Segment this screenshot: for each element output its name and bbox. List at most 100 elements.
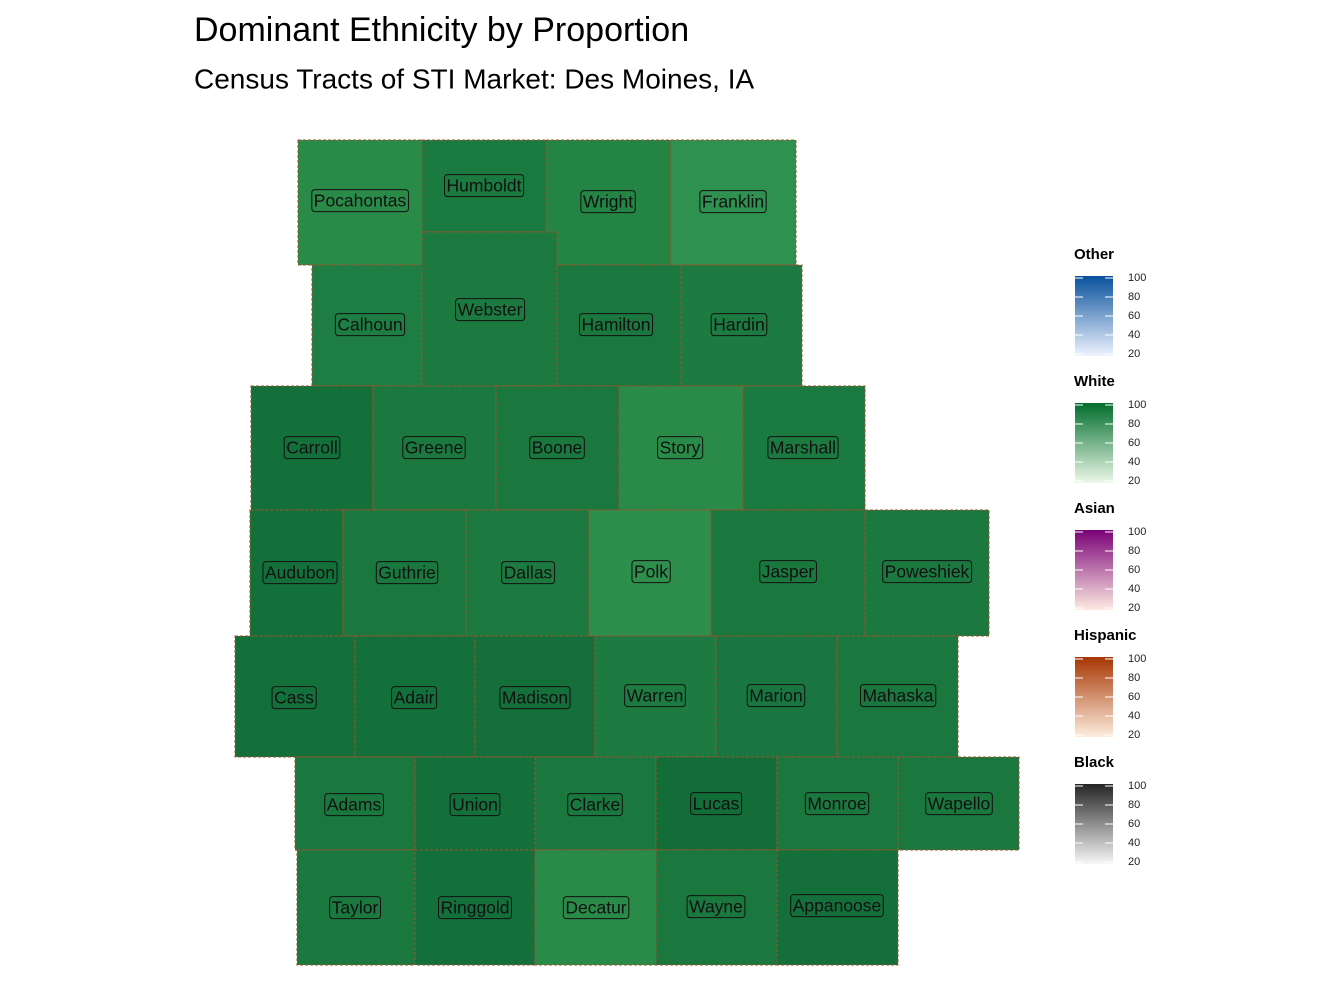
county-label: Hardin [713,315,765,335]
county [742,385,866,511]
legend-tick-label: 60 [1128,818,1140,830]
county-label-box [449,793,501,817]
county-label: Dallas [504,563,553,583]
county-label: Audubon [265,563,335,583]
county-label: Union [452,795,498,815]
county-label-box [271,686,317,710]
legend-tick-label: 60 [1128,437,1140,449]
county-label: Monroe [807,794,866,814]
county [545,139,672,266]
county-label: Humboldt [447,176,522,196]
legend-tick-label: 60 [1128,310,1140,322]
legend-tick-label: 100 [1128,272,1146,284]
county-label: Webster [458,300,523,320]
county [342,509,467,637]
legend-tick-label: 40 [1128,583,1140,595]
county [249,509,344,637]
county-label-box [262,561,338,585]
county-label: Boone [532,438,583,458]
county-label-box [925,792,993,816]
legend-tick-label: 80 [1128,545,1140,557]
county [715,635,838,758]
county-label-box [501,561,556,585]
county-label-box [437,896,513,920]
county-label: Ringgold [440,898,509,918]
county-label: Clarke [570,795,621,815]
subtitle: Census Tracts of STI Market: Des Moines,… [194,63,755,94]
legend-tick-label: 40 [1128,456,1140,468]
county [534,849,657,966]
county [250,385,374,511]
county [534,756,657,851]
county-label: Lucas [693,794,740,814]
county [897,756,1020,851]
county-label: Story [660,438,701,458]
legend-tick-label: 20 [1128,602,1140,614]
legend-tick-label: 100 [1128,653,1146,665]
county-label-box [631,560,671,584]
legend-tick-label: 40 [1128,710,1140,722]
county [474,635,596,758]
county-label-box [767,436,839,460]
county [414,756,536,851]
county-label: Adair [394,688,435,708]
county-label-box [567,793,623,817]
legend-tick-label: 80 [1128,799,1140,811]
county-label-box [334,313,406,337]
county [234,635,356,758]
legend-tick-label: 100 [1128,526,1146,538]
county-label-box [562,896,630,920]
county [414,849,536,966]
county [670,139,797,266]
county-label-box [444,174,525,198]
county [294,756,416,851]
county-label-box [759,560,817,584]
county-label: Decatur [565,898,626,918]
county-label: Taylor [332,898,379,918]
county-label-box [283,436,341,460]
county [465,509,590,637]
legend-tick-label: 60 [1128,564,1140,576]
county-label: Guthrie [378,563,435,583]
county-label-box [455,298,526,322]
county-label: Polk [634,562,668,582]
legend-tick-label: 20 [1128,729,1140,741]
legend-tick-label: 100 [1128,399,1146,411]
county-label: Franklin [702,192,764,212]
county-label: Marshall [770,438,836,458]
legend-title: Other [1074,246,1114,263]
county-label-box [882,560,973,584]
county-label-box [790,894,884,918]
county [297,139,423,266]
legend-title: White [1074,373,1115,390]
legend-title: Black [1074,754,1115,771]
county [864,509,990,637]
county-label: Carroll [286,438,338,458]
county-label: Wright [583,192,633,212]
county-label-box [624,684,686,708]
county-label: Poweshiek [885,562,970,582]
legend-tick-label: 100 [1128,780,1146,792]
county-label-box [311,189,409,213]
legend-tick-label: 40 [1128,837,1140,849]
county-label-box [746,684,806,708]
county-label-box [402,436,466,460]
county [311,264,435,387]
county-label-box [580,190,636,214]
county [556,264,682,387]
county-label: Appanoose [793,896,882,916]
county-label: Mahaska [862,686,933,706]
county-label-box [690,792,743,816]
map: Pocahontas Humboldt Wright Franklin Calhoun W… [234,139,1020,966]
county-label-box [375,561,439,585]
county-label-box [710,313,768,337]
county-label: Wapello [928,794,991,814]
county [594,635,717,758]
county-label-box [686,895,746,919]
county-label: Hamilton [581,315,650,335]
legend-title: Hispanic [1074,627,1137,644]
county-label: Calhoun [337,315,402,335]
title: Dominant Ethnicity by Proportion [194,11,689,49]
legend-tick-label: 80 [1128,418,1140,430]
